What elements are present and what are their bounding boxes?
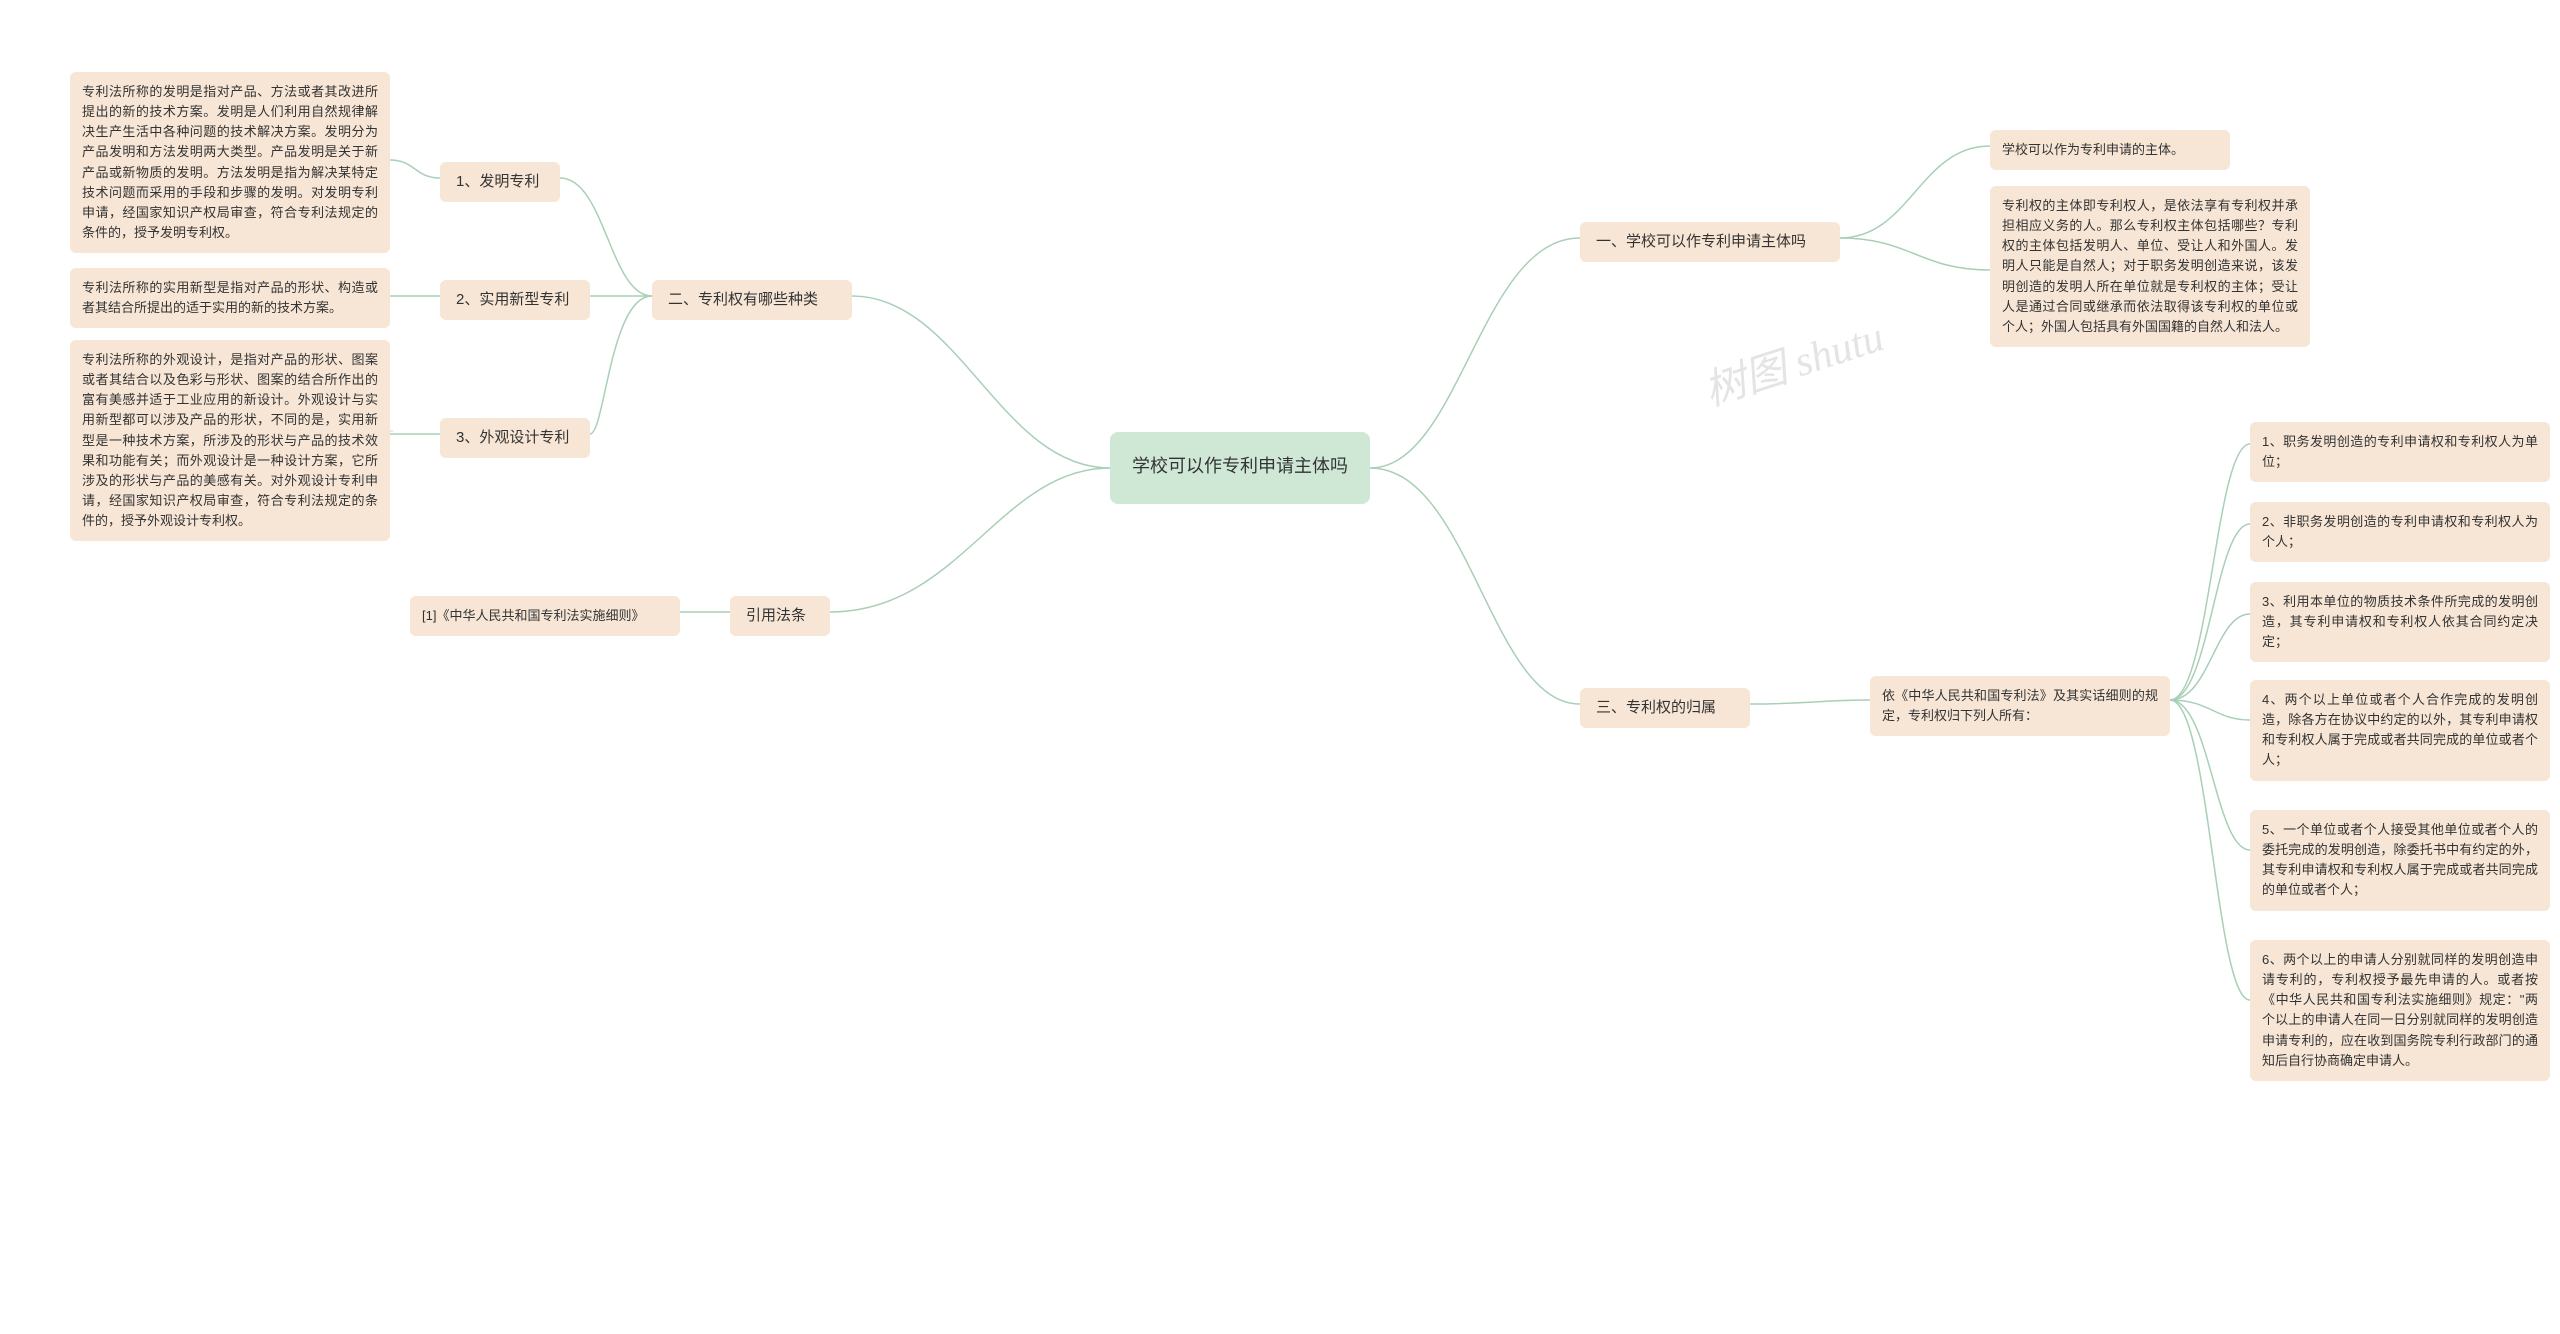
- leaf-r1b[interactable]: 专利权的主体即专利权人，是依法享有专利权并承担相应义务的人。那么专利权主体包括哪…: [1990, 186, 2310, 347]
- leaf-r3e[interactable]: 5、一个单位或者个人接受其他单位或者个人的委托完成的发明创造，除委托书中有约定的…: [2250, 810, 2550, 911]
- leaf-r3b[interactable]: 2、非职务发明创造的专利申请权和专利权人为个人；: [2250, 502, 2550, 562]
- branch-l2c[interactable]: 3、外观设计专利: [440, 418, 590, 458]
- leaf-l2b1[interactable]: 专利法所称的实用新型是指对产品的形状、构造或者其结合所提出的适于实用的新的技术方…: [70, 268, 390, 328]
- leaf-lref1[interactable]: [1]《中华人民共和国专利法实施细则》: [410, 596, 680, 636]
- mindmap-canvas: 树图 shutu.cn 树图 shutu 学校可以作专利申请主体吗 一、学校可以…: [0, 0, 2560, 1334]
- leaf-r3a[interactable]: 1、职务发明创造的专利申请权和专利权人为单位；: [2250, 422, 2550, 482]
- branch-l2[interactable]: 二、专利权有哪些种类: [652, 280, 852, 320]
- leaf-l2a1[interactable]: 专利法所称的发明是指对产品、方法或者其改进所提出的新的技术方案。发明是人们利用自…: [70, 72, 390, 253]
- branch-r1[interactable]: 一、学校可以作专利申请主体吗: [1580, 222, 1840, 262]
- leaf-l2c1[interactable]: 专利法所称的外观设计，是指对产品的形状、图案或者其结合以及色彩与形状、图案的结合…: [70, 340, 390, 541]
- center-node[interactable]: 学校可以作专利申请主体吗: [1110, 432, 1370, 504]
- branch-r3[interactable]: 三、专利权的归属: [1580, 688, 1750, 728]
- leaf-r3m[interactable]: 依《中华人民共和国专利法》及其实话细则的规定，专利权归下列人所有：: [1870, 676, 2170, 736]
- leaf-r1a[interactable]: 学校可以作为专利申请的主体。: [1990, 130, 2230, 170]
- watermark-2: 树图 shutu: [1695, 303, 1890, 418]
- leaf-r3c[interactable]: 3、利用本单位的物质技术条件所完成的发明创造，其专利申请权和专利权人依其合同约定…: [2250, 582, 2550, 662]
- branch-lref[interactable]: 引用法条: [730, 596, 830, 636]
- branch-l2b[interactable]: 2、实用新型专利: [440, 280, 590, 320]
- leaf-r3d[interactable]: 4、两个以上单位或者个人合作完成的发明创造，除各方在协议中约定的以外，其专利申请…: [2250, 680, 2550, 781]
- branch-l2a[interactable]: 1、发明专利: [440, 162, 560, 202]
- leaf-r3f[interactable]: 6、两个以上的申请人分别就同样的发明创造申请专利的，专利权授予最先申请的人。或者…: [2250, 940, 2550, 1081]
